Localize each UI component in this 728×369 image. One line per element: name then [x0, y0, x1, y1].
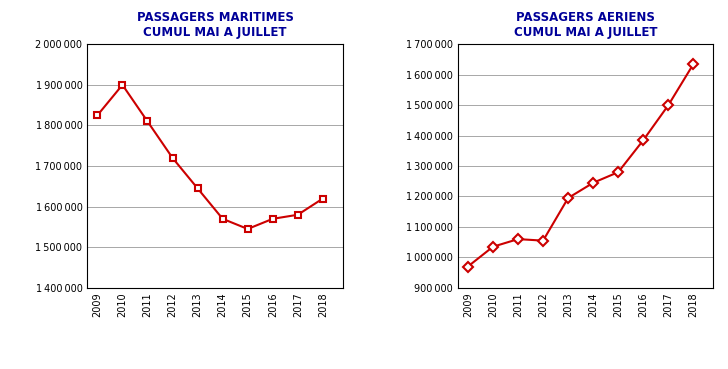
Title: PASSAGERS MARITIMES
CUMUL MAI A JUILLET: PASSAGERS MARITIMES CUMUL MAI A JUILLET: [137, 11, 293, 39]
Title: PASSAGERS AERIENS
CUMUL MAI A JUILLET: PASSAGERS AERIENS CUMUL MAI A JUILLET: [514, 11, 657, 39]
